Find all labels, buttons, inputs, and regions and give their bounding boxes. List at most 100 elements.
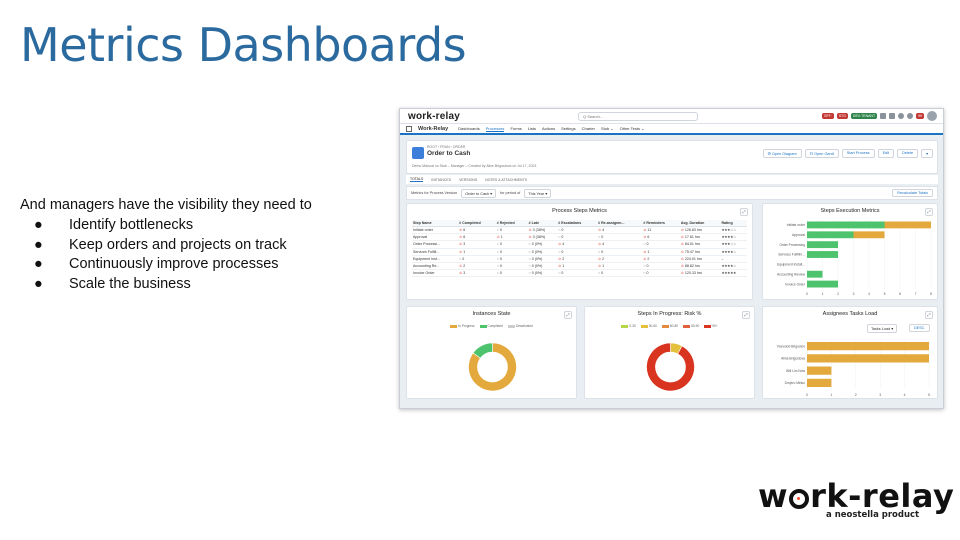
legend-item[interactable]: 90+: [704, 324, 718, 328]
column-header[interactable]: Avg. Duration: [679, 220, 721, 227]
avatar[interactable]: [927, 111, 937, 121]
nav-item[interactable]: Settings: [561, 126, 576, 131]
step-name-cell[interactable]: Equipment Inst...: [412, 255, 459, 263]
table-row: Order Processi... ⊘ 3 ◌ 0 ◌ 0 (0%) ⊘ 4 ⊘ 4 ◌ 0…: [412, 240, 747, 249]
legend-item[interactable]: 0-30: [621, 324, 636, 328]
rejected-cell: ◌ 0: [495, 269, 528, 278]
recalculate-button[interactable]: Recalculate Totals: [892, 189, 933, 197]
breadcrumb[interactable]: ROOT › FRAN › ORDER: [427, 145, 466, 149]
tab-instances[interactable]: INSTANCES: [431, 177, 452, 182]
step-name-cell[interactable]: Services Fulfill...: [412, 248, 459, 256]
legend-item[interactable]: 30-60: [640, 324, 657, 328]
assignees-load-card: Assignees Tasks Load ⤢ Tasks Load ▾ DESC…: [762, 306, 938, 399]
column-header[interactable]: # Reminders: [642, 220, 680, 227]
nav-item[interactable]: Actions: [542, 126, 556, 131]
assignees-load-chart: 0 1 2 3 4 5 Vsevolod Brigustov Alina Brigustova…: [777, 340, 930, 397]
legend-swatch: [507, 324, 515, 328]
add-icon[interactable]: [880, 113, 887, 119]
step-name-cell[interactable]: Accounting Re...: [412, 262, 459, 271]
apps-icon[interactable]: [889, 113, 896, 119]
bullet-item: ● Scale the business: [34, 275, 287, 295]
alert-icon: ⊘: [643, 249, 648, 254]
reminders-cell: ⊘ 2: [642, 255, 680, 263]
tick-label: 5: [928, 393, 930, 397]
period-select[interactable]: This Year ▾: [524, 188, 552, 198]
expand-icon[interactable]: ⤢: [925, 208, 933, 216]
rating-cell: –: [720, 255, 747, 263]
step-name-cell[interactable]: Order Processi...: [412, 240, 459, 249]
open-gantt-button[interactable]: ☷ Open Gantt: [804, 149, 839, 158]
record-tabs: TOTALS INSTANCES VERSIONS NOTES & ATTACH…: [406, 175, 938, 184]
column-header[interactable]: # Escalations: [557, 220, 598, 227]
nav-item-active[interactable]: Processes: [485, 125, 505, 132]
alert-icon: ⊘: [496, 235, 501, 240]
column-header[interactable]: # Late: [527, 220, 558, 227]
nav-item[interactable]: Stub ⌄: [600, 126, 614, 131]
open-diagram-button[interactable]: ☰ Open Diagram: [762, 149, 802, 158]
completed-cell: ⊘ 6: [458, 226, 496, 235]
chart-legend: In Progress Completed Deactivated: [407, 324, 576, 328]
nav-item[interactable]: Dashboards: [458, 126, 480, 131]
gear-icon[interactable]: [907, 113, 914, 119]
legend-item[interactable]: 80-90: [683, 324, 699, 328]
tab-totals[interactable]: TOTALS: [410, 177, 424, 182]
help-icon[interactable]: [898, 113, 905, 119]
alert-icon: ⊘: [459, 264, 464, 269]
period-value: This Year: [528, 191, 545, 196]
expand-icon[interactable]: ⤢: [564, 311, 572, 319]
nav-item[interactable]: Charter: [581, 126, 595, 131]
legend-item[interactable]: Deactivated: [507, 324, 533, 328]
nav-item[interactable]: Lists: [527, 126, 537, 131]
step-name-cell[interactable]: Invoice Order: [412, 269, 459, 278]
record-subtitle: Demo Manual on Stub – Manager – Created …: [412, 164, 537, 168]
notification-count[interactable]: 99: [916, 113, 924, 119]
more-actions-button[interactable]: ▾: [921, 149, 933, 158]
slide-title: Metrics Dashboards: [20, 18, 467, 72]
expand-icon[interactable]: ⤢: [742, 311, 750, 319]
legend-item[interactable]: 60-80: [661, 324, 678, 328]
tick-label: 2: [837, 292, 839, 296]
nav-item[interactable]: Forms: [510, 126, 522, 131]
legend-item[interactable]: Completed: [479, 324, 503, 328]
rejected-cell: ◌ 0: [495, 226, 528, 235]
completed-cell: ⊘ 3: [458, 240, 496, 249]
edit-button[interactable]: Edit: [877, 149, 895, 158]
late-cell: ◌ 0 (0%): [527, 262, 558, 271]
bar: [807, 251, 838, 258]
search-input[interactable]: Q Search...: [578, 112, 698, 121]
dashboard-screenshot: work-relay Q Search... SFF: STG DEV-TENA…: [399, 108, 944, 409]
delete-button[interactable]: Delete: [897, 149, 919, 158]
load-metric-select[interactable]: Tasks Load ▾: [867, 324, 898, 333]
legend-item[interactable]: In Progress: [450, 324, 475, 328]
column-header[interactable]: Step Name: [412, 220, 459, 227]
legend-swatch: [704, 324, 712, 328]
start-process-button[interactable]: Start Process: [841, 149, 875, 158]
instances-state-chart: [468, 342, 517, 392]
version-value: Order to Cash: [465, 191, 490, 196]
version-select[interactable]: Order to Cash ▾: [461, 188, 497, 198]
column-header[interactable]: # Rejected: [495, 220, 528, 227]
tab-versions[interactable]: VERSIONS: [459, 177, 478, 182]
sort-desc-button[interactable]: DESC: [909, 324, 930, 332]
table-row: Approval ⊘ 6 ⊘ 1 ⊘ 3 (38%) ◌ 0 ◌ 0 ⊘ 6 ⊘ 17.61 …: [412, 233, 747, 242]
expand-icon[interactable]: ⤢: [925, 311, 933, 319]
metrics-filter: Metrics for Process Version Order to Cas…: [406, 186, 938, 200]
bar: [807, 354, 929, 363]
app-launcher-icon[interactable]: [406, 125, 412, 132]
bullet-text: Continuously improve processes: [69, 256, 279, 272]
tab-notes[interactable]: NOTES & ATTACHMENTS: [485, 177, 528, 182]
column-header[interactable]: # Re-assignm...: [597, 220, 643, 227]
reassignments-cell: ◌ 0: [597, 233, 643, 242]
column-header[interactable]: Rating: [720, 220, 747, 227]
legend-label: 90+: [712, 324, 718, 328]
category-label: Alina Brigustova: [781, 357, 805, 361]
legend-label: 0-30: [629, 324, 636, 328]
nav-item[interactable]: Other Tests ⌄: [619, 126, 645, 131]
expand-icon[interactable]: ⤢: [740, 208, 748, 216]
steps-metrics-card: Process Steps Metrics ⤢ Step Name # Comp…: [406, 203, 753, 300]
card-title: Process Steps Metrics: [552, 208, 607, 214]
step-name-cell[interactable]: Initiate order: [412, 226, 459, 235]
column-header[interactable]: # Completed: [458, 220, 496, 227]
bar: [807, 231, 854, 239]
step-name-cell[interactable]: Approval: [412, 233, 459, 242]
